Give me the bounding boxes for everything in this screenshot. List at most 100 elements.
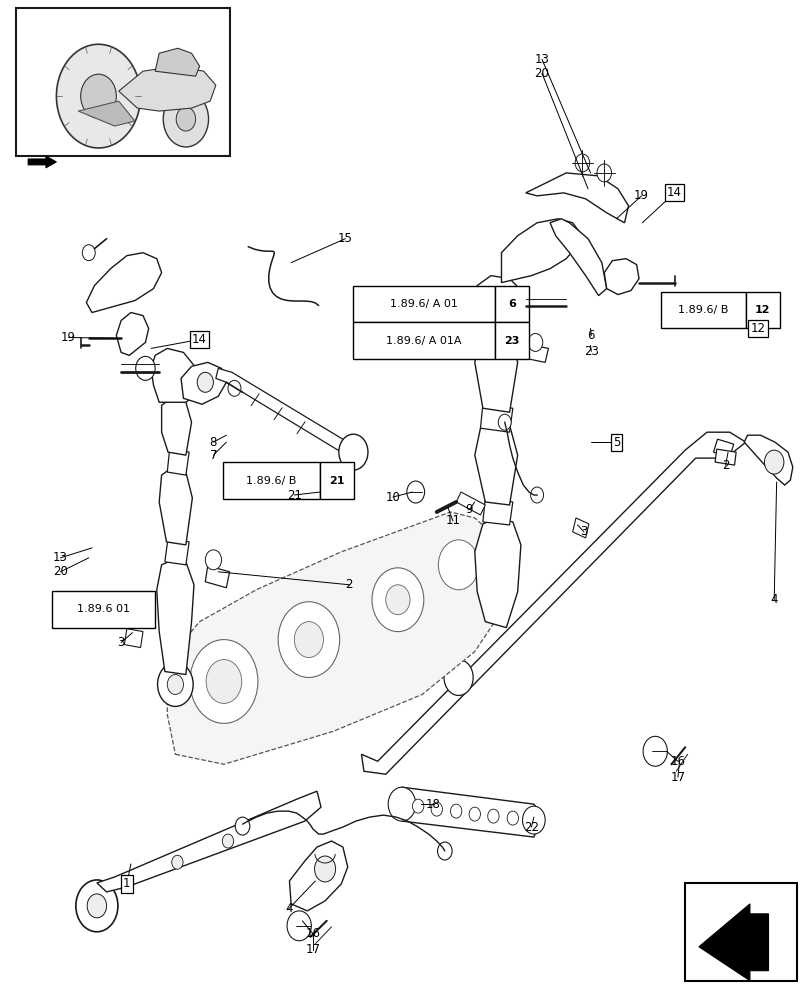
Circle shape xyxy=(469,807,480,821)
Circle shape xyxy=(163,91,208,147)
Polygon shape xyxy=(116,313,148,355)
Text: 22: 22 xyxy=(523,821,539,834)
Circle shape xyxy=(450,804,461,818)
Text: 17: 17 xyxy=(670,771,684,784)
Polygon shape xyxy=(151,348,195,402)
Text: 8: 8 xyxy=(209,436,217,449)
Circle shape xyxy=(287,911,311,941)
Circle shape xyxy=(642,736,667,766)
Polygon shape xyxy=(474,328,517,412)
Circle shape xyxy=(228,380,241,396)
Text: 19: 19 xyxy=(61,331,76,344)
Text: 16: 16 xyxy=(670,755,684,768)
Polygon shape xyxy=(216,368,347,452)
Text: 14: 14 xyxy=(667,186,681,199)
Circle shape xyxy=(412,799,423,813)
Polygon shape xyxy=(28,156,56,168)
Text: 13: 13 xyxy=(53,551,68,564)
Circle shape xyxy=(530,487,543,503)
Circle shape xyxy=(522,806,544,834)
Polygon shape xyxy=(525,344,547,362)
Bar xyxy=(684,883,796,981)
Text: 9: 9 xyxy=(465,503,472,516)
Text: 11: 11 xyxy=(445,514,460,527)
Bar xyxy=(320,462,354,499)
Text: 4: 4 xyxy=(285,902,292,915)
Polygon shape xyxy=(572,518,588,538)
Bar xyxy=(16,8,230,156)
Text: 1.89.6/ A 01A: 1.89.6/ A 01A xyxy=(386,336,461,346)
Polygon shape xyxy=(361,432,745,774)
Text: 13: 13 xyxy=(534,53,549,66)
Circle shape xyxy=(763,450,783,474)
Text: 7: 7 xyxy=(209,449,217,462)
Polygon shape xyxy=(165,538,189,565)
Text: 1: 1 xyxy=(123,877,131,890)
Polygon shape xyxy=(205,566,230,588)
Bar xyxy=(495,286,528,322)
Polygon shape xyxy=(603,259,638,295)
Circle shape xyxy=(507,811,518,825)
Polygon shape xyxy=(549,219,606,296)
Text: 3: 3 xyxy=(118,636,125,649)
Bar xyxy=(353,286,495,322)
Circle shape xyxy=(206,660,242,703)
Polygon shape xyxy=(161,398,191,455)
Polygon shape xyxy=(525,173,628,223)
Circle shape xyxy=(527,333,542,351)
Text: 17: 17 xyxy=(305,943,320,956)
Circle shape xyxy=(438,540,478,590)
Circle shape xyxy=(87,894,106,918)
Polygon shape xyxy=(78,101,135,126)
Circle shape xyxy=(371,568,423,632)
Text: 20: 20 xyxy=(534,67,549,80)
Circle shape xyxy=(294,622,323,658)
Polygon shape xyxy=(713,439,733,457)
Bar xyxy=(353,322,495,359)
Bar xyxy=(745,292,779,328)
Polygon shape xyxy=(698,904,767,981)
Circle shape xyxy=(338,434,367,470)
Text: 2: 2 xyxy=(345,578,353,591)
Circle shape xyxy=(235,817,250,835)
Text: 23: 23 xyxy=(504,336,519,346)
Polygon shape xyxy=(483,498,513,525)
Polygon shape xyxy=(744,435,792,485)
Text: 23: 23 xyxy=(583,345,598,358)
Text: 14: 14 xyxy=(192,333,207,346)
Text: 5: 5 xyxy=(612,436,620,449)
Polygon shape xyxy=(97,791,320,892)
Polygon shape xyxy=(501,219,579,283)
Bar xyxy=(223,462,320,499)
Text: 4: 4 xyxy=(770,593,777,606)
Circle shape xyxy=(388,787,415,821)
Polygon shape xyxy=(19,158,70,169)
Text: 6: 6 xyxy=(587,329,594,342)
Polygon shape xyxy=(714,449,736,465)
Polygon shape xyxy=(167,448,189,475)
Text: 15: 15 xyxy=(337,232,352,245)
Circle shape xyxy=(487,809,499,823)
Polygon shape xyxy=(167,512,504,764)
Polygon shape xyxy=(472,276,525,335)
Text: 3: 3 xyxy=(580,525,587,538)
Text: 1.89.6/ B: 1.89.6/ B xyxy=(247,476,297,486)
Text: 19: 19 xyxy=(633,189,648,202)
Circle shape xyxy=(205,550,221,570)
Polygon shape xyxy=(86,253,161,313)
Circle shape xyxy=(176,107,195,131)
Circle shape xyxy=(167,675,183,694)
Polygon shape xyxy=(118,66,216,111)
Polygon shape xyxy=(155,48,200,76)
Polygon shape xyxy=(474,518,521,628)
Circle shape xyxy=(82,245,95,261)
Circle shape xyxy=(190,640,258,723)
Circle shape xyxy=(314,856,335,882)
Text: 2: 2 xyxy=(721,459,728,472)
Circle shape xyxy=(75,880,118,932)
Polygon shape xyxy=(480,404,513,432)
Circle shape xyxy=(498,414,511,430)
Polygon shape xyxy=(474,422,517,505)
Circle shape xyxy=(222,834,234,848)
Circle shape xyxy=(406,481,424,503)
